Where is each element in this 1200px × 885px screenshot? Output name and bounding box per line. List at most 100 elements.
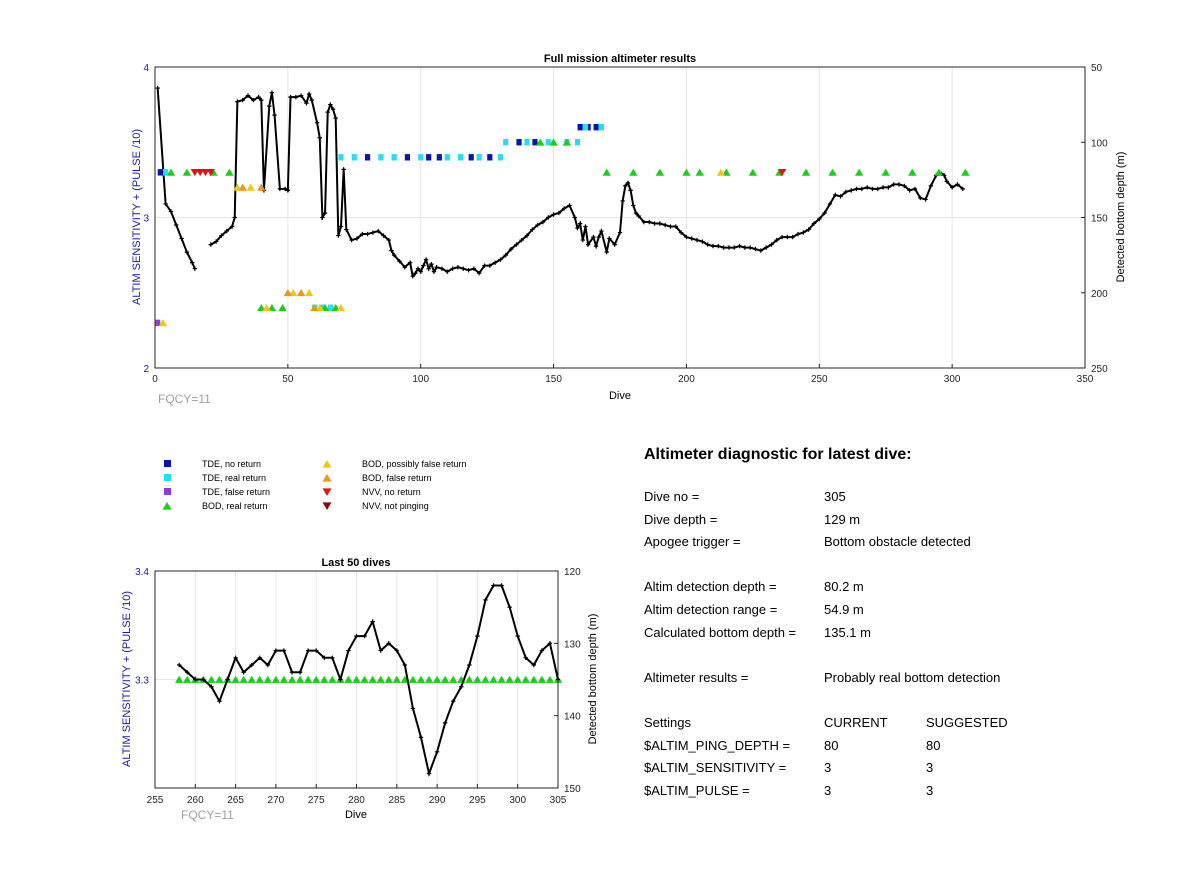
bottom-marker-bod [215, 675, 224, 683]
bottom-marker-bod [465, 675, 474, 683]
top-depth-point [434, 264, 439, 270]
top-depth-point [245, 93, 251, 98]
top-marker-bod [233, 183, 242, 191]
top-depth-point [859, 186, 864, 192]
top-depth-point [360, 231, 365, 237]
top-depth-point [652, 221, 657, 226]
top-depth-point [769, 242, 774, 247]
top-depth-point [833, 192, 838, 198]
bottom-x-tick-label: 265 [227, 795, 244, 806]
top-depth-point [599, 228, 604, 234]
bottom-depth-point [426, 771, 432, 776]
bottom-x-tick-label: 260 [187, 795, 204, 806]
top-y-left-tick-label: 3 [143, 214, 149, 225]
bottom-marker-bod [392, 675, 401, 683]
bottom-depth-point [475, 633, 480, 639]
top-marker-nvv [777, 168, 787, 177]
top-marker-bod [296, 288, 306, 297]
top-depth-point [623, 183, 628, 189]
top-depth-point [710, 243, 716, 249]
top-depth-point [742, 245, 748, 250]
top-marker-tde [155, 319, 161, 327]
top-depth-point [322, 210, 328, 216]
bottom-marker-bod [207, 675, 216, 683]
bottom-y-right-tick-label: 150 [564, 784, 581, 795]
top-depth-point [256, 94, 261, 100]
top-depth-point [636, 213, 641, 219]
bottom-marker-bod [368, 675, 377, 683]
sensitivity-suggested: 3 [926, 760, 934, 776]
top-y-right-tick-label: 250 [1091, 364, 1108, 375]
bottom-depth-point [394, 648, 399, 653]
top-depth-point [163, 201, 168, 207]
top-depth-point [306, 91, 312, 97]
top-depth-point [338, 224, 344, 229]
top-marker-nvv [206, 168, 215, 177]
top-marker-bod [331, 304, 340, 312]
bottom-depth-point [378, 648, 383, 653]
top-depth-point [330, 106, 336, 112]
top-depth-point [907, 188, 912, 193]
top-footnote: FQCY=11 [158, 392, 211, 406]
dive-no-value: 305 [824, 489, 846, 504]
top-depth-point [269, 90, 275, 95]
top-x-tick-label: 350 [1077, 374, 1094, 385]
top-marker-tde [327, 304, 333, 311]
top-y-left-tick-label: 2 [143, 364, 149, 375]
bottom-depth-point [467, 662, 472, 668]
top-depth-point [758, 248, 764, 253]
top-marker-tde [516, 139, 522, 146]
top-depth-point [585, 242, 591, 247]
calculated-bottom-depth-row: Calculated bottom depth = 135.1 m [644, 622, 1164, 645]
bottom-y-right-tick-label: 130 [564, 639, 581, 650]
top-y-right-tick-label: 100 [1091, 138, 1108, 149]
top-depth-point [896, 182, 902, 187]
bottom-marker-bod [287, 675, 297, 683]
last-50-dives-chart: 255 260 265 270 275 280 285 290 295 300 305 3.3 3.4 1… [121, 557, 599, 822]
top-x-tick-label: 100 [412, 374, 429, 385]
top-depth-point [732, 245, 737, 250]
top-marker-bod [536, 138, 545, 146]
bottom-depth-point [305, 648, 311, 653]
top-y-right-tick-label: 150 [1091, 214, 1108, 225]
bottom-x-tick-label: 270 [268, 795, 285, 806]
top-depth-point [365, 231, 370, 237]
ping-depth-row: $ALTIM_PING_DEPTH = 80 80 [644, 735, 1164, 758]
top-depth-point [476, 270, 482, 276]
top-depth-point [631, 203, 636, 208]
altim-detection-range-row: Altim detection range = 54.9 m [644, 599, 1164, 622]
bottom-depth-point [410, 706, 416, 711]
top-marker-bod [695, 168, 704, 176]
top-depth-point [848, 188, 854, 193]
bottom-depth-point [483, 597, 488, 603]
altimeter-results-row: Altimeter results = Probably real bottom … [644, 667, 1164, 690]
top-marker-tde [457, 154, 464, 161]
bottom-depth-point [402, 662, 408, 668]
bottom-x-tick-label: 305 [550, 795, 567, 806]
top-marker-bod [562, 138, 572, 146]
top-depth-point [229, 224, 235, 229]
altim-detection-depth-row: Altim detection depth = 80.2 m [644, 576, 1164, 599]
bottom-marker-bod [247, 675, 256, 683]
top-depth-point [591, 234, 596, 240]
top-depth-point [678, 230, 684, 235]
top-depth-point [240, 97, 245, 103]
apogee-trigger-value: Bottom obstacle detected [824, 534, 971, 550]
dive-no-label: Dive no = [644, 489, 700, 504]
top-marker-bod [257, 183, 266, 191]
top-depth-point [381, 233, 386, 238]
top-marker-bod [262, 304, 271, 312]
top-depth-point [955, 182, 960, 187]
bottom-depth-point [265, 662, 271, 668]
top-depth-point [402, 264, 407, 270]
top-marker-nvv [190, 168, 200, 177]
top-depth-point [455, 264, 461, 270]
triangle-up-icon [322, 459, 332, 468]
top-depth-point [551, 212, 556, 217]
top-depth-point [482, 263, 487, 268]
top-depth-point [647, 219, 652, 225]
bottom-depth-point [459, 684, 464, 689]
dive-depth-value: 129 m [824, 511, 861, 527]
dive-no-row: Dive no = 305 [644, 486, 1164, 509]
top-depth-point [471, 266, 477, 271]
